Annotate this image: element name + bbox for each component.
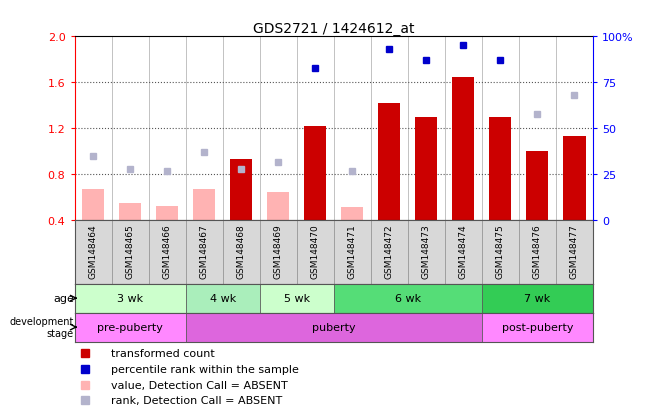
- Bar: [297, 37, 334, 221]
- Bar: [260, 37, 297, 221]
- Text: GSM148466: GSM148466: [163, 224, 172, 279]
- Text: GSM148472: GSM148472: [385, 224, 394, 279]
- Text: GSM148477: GSM148477: [570, 224, 579, 279]
- Text: GSM148471: GSM148471: [348, 224, 357, 279]
- Bar: [482, 284, 593, 313]
- Text: GSM148465: GSM148465: [126, 224, 135, 279]
- Bar: [556, 37, 593, 221]
- Bar: [82, 190, 104, 221]
- Text: GSM148470: GSM148470: [310, 224, 319, 279]
- Text: 5 wk: 5 wk: [284, 293, 310, 304]
- Bar: [185, 37, 223, 221]
- Bar: [111, 37, 148, 221]
- Text: percentile rank within the sample: percentile rank within the sample: [111, 364, 299, 374]
- Text: GSM148469: GSM148469: [273, 224, 283, 279]
- Text: 4 wk: 4 wk: [209, 293, 236, 304]
- Bar: [185, 284, 260, 313]
- Text: GSM148474: GSM148474: [459, 224, 468, 279]
- Text: GSM148473: GSM148473: [422, 224, 431, 279]
- Text: puberty: puberty: [312, 322, 356, 332]
- Text: post-puberty: post-puberty: [502, 322, 573, 332]
- Bar: [75, 313, 185, 342]
- Text: GSM148464: GSM148464: [89, 224, 98, 279]
- Bar: [371, 37, 408, 221]
- Bar: [193, 190, 215, 221]
- Bar: [563, 137, 586, 221]
- Bar: [415, 118, 437, 221]
- Bar: [223, 37, 260, 221]
- Bar: [334, 284, 482, 313]
- Text: transformed count: transformed count: [111, 348, 214, 358]
- Bar: [526, 152, 548, 221]
- Text: 3 wk: 3 wk: [117, 293, 143, 304]
- Bar: [230, 160, 252, 221]
- Bar: [304, 127, 327, 221]
- Bar: [482, 37, 519, 221]
- Bar: [267, 192, 289, 221]
- Bar: [119, 204, 141, 221]
- Bar: [341, 207, 364, 221]
- Bar: [260, 284, 334, 313]
- Bar: [156, 206, 178, 221]
- Bar: [452, 77, 474, 221]
- Bar: [185, 313, 482, 342]
- Bar: [519, 37, 556, 221]
- Bar: [489, 118, 511, 221]
- Bar: [408, 37, 445, 221]
- Bar: [75, 284, 185, 313]
- Text: development
stage: development stage: [10, 316, 74, 338]
- Bar: [445, 37, 482, 221]
- Bar: [482, 313, 593, 342]
- Text: GSM148475: GSM148475: [496, 224, 505, 279]
- Text: age: age: [53, 293, 74, 304]
- Bar: [75, 37, 111, 221]
- Text: GSM148468: GSM148468: [237, 224, 246, 279]
- Text: 7 wk: 7 wk: [524, 293, 551, 304]
- Bar: [148, 37, 185, 221]
- Text: pre-puberty: pre-puberty: [97, 322, 163, 332]
- Bar: [334, 37, 371, 221]
- Text: GSM148476: GSM148476: [533, 224, 542, 279]
- Text: rank, Detection Call = ABSENT: rank, Detection Call = ABSENT: [111, 395, 282, 405]
- Text: value, Detection Call = ABSENT: value, Detection Call = ABSENT: [111, 380, 288, 389]
- Text: GSM148467: GSM148467: [200, 224, 209, 279]
- Bar: [378, 104, 400, 221]
- Text: 6 wk: 6 wk: [395, 293, 421, 304]
- Title: GDS2721 / 1424612_at: GDS2721 / 1424612_at: [253, 22, 415, 36]
